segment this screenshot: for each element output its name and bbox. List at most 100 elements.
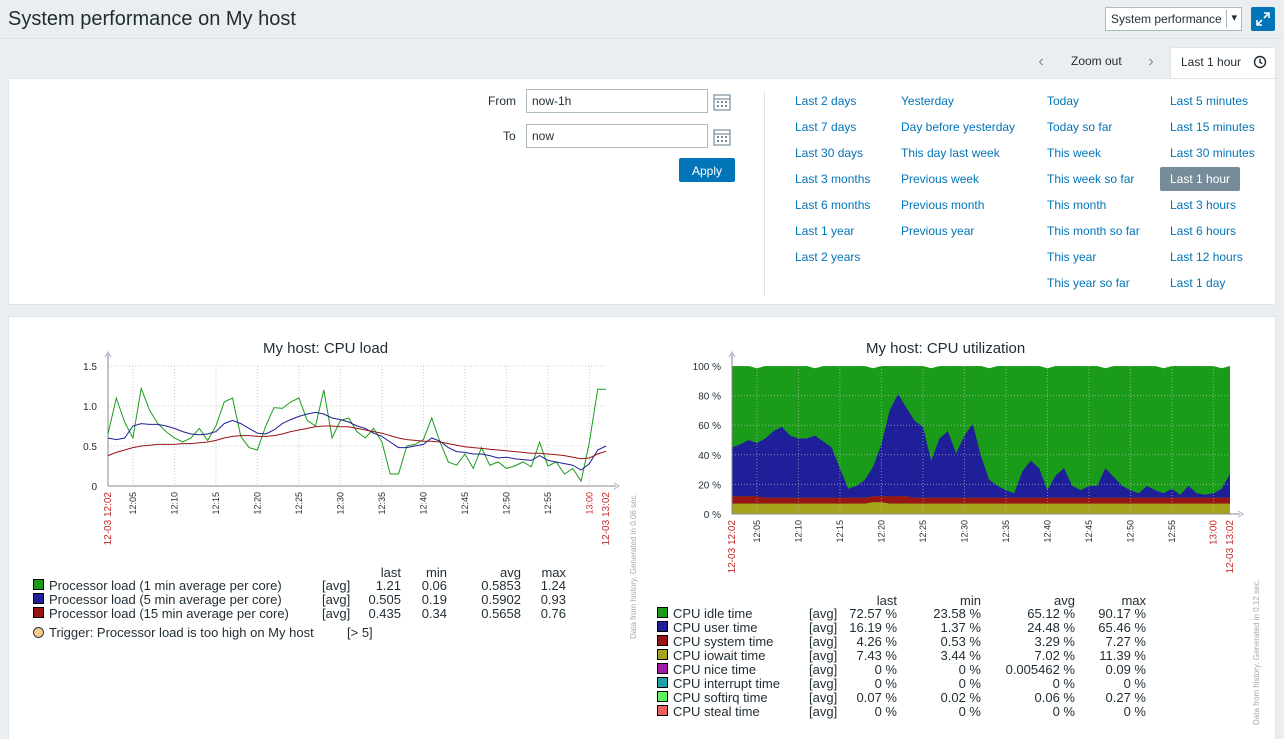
legend-swatch (33, 607, 44, 618)
quick-range-last-12-hours[interactable]: Last 12 hours (1170, 250, 1243, 264)
quick-range-today[interactable]: Today (1047, 94, 1080, 108)
legend-item-name: CPU softirq time (673, 690, 768, 705)
quick-range-this-month-so-far[interactable]: This month so far (1047, 224, 1140, 238)
fullscreen-button[interactable] (1251, 7, 1275, 31)
legend-value: 0.06 % (1034, 690, 1075, 705)
select-separator (1226, 10, 1227, 28)
legend-swatch (657, 621, 668, 632)
quick-range-this-year-so-far[interactable]: This year so far (1047, 276, 1130, 290)
legend-item-name: CPU system time (673, 634, 774, 649)
area-user (732, 394, 1230, 498)
quick-range-last-6-hours[interactable]: Last 6 hours (1170, 224, 1237, 238)
x-tick-label: 12:50 (501, 492, 511, 515)
filter-separator (764, 91, 765, 296)
x-tick-label: 12:05 (128, 492, 138, 515)
generation-note: Data from history. Generated in 0.12 sec… (1252, 579, 1261, 725)
legend-swatch (657, 677, 668, 688)
time-filter-panel: From now-1h To now Apply Last 2 days Last… (8, 78, 1276, 305)
quick-range-yesterday[interactable]: Yesterday (901, 94, 954, 108)
quick-range-day-before-yesterday[interactable]: Day before yesterday (901, 120, 1016, 134)
quick-range-last-30-minutes[interactable]: Last 30 minutes (1170, 146, 1255, 160)
x-tick-label: 12-03 13:02 (1225, 520, 1236, 574)
legend-swatch (657, 691, 668, 702)
area-iowait (732, 502, 1230, 514)
quick-range-last-2-days[interactable]: Last 2 days (795, 94, 857, 108)
calendar-icon[interactable] (712, 127, 732, 147)
legend-header: min (426, 565, 447, 580)
legend-header: avg (1054, 593, 1075, 608)
x-tick-label: 12:20 (876, 520, 886, 543)
legend-item-name: CPU user time (673, 620, 758, 635)
series-line-2 (107, 411, 607, 471)
y-tick-label: 0 % (704, 510, 721, 521)
legend-value: 0 % (958, 662, 981, 677)
quick-range-previous-month[interactable]: Previous month (901, 198, 985, 212)
quick-range-this-week[interactable]: This week (1047, 146, 1102, 160)
quick-range-last-15-minutes[interactable]: Last 15 minutes (1170, 120, 1255, 134)
quick-range-this-week-so-far[interactable]: This week so far (1047, 172, 1135, 186)
tab-time-period-label: Last 1 hour (1181, 55, 1242, 69)
quick-range-previous-week[interactable]: Previous week (901, 172, 980, 186)
legend-value: 0.34 (421, 606, 447, 621)
x-tick-label: 12-03 13:02 (601, 492, 612, 546)
y-axis-arrow (728, 351, 736, 358)
legend-value: 1.37 % (940, 620, 981, 635)
quick-range-this-day-last-week[interactable]: This day last week (901, 146, 1000, 160)
dashboard-page-select[interactable]: System performance ▾ (1105, 7, 1242, 31)
x-tick-label: 12:15 (835, 520, 845, 543)
y-tick-label: 100 % (693, 362, 721, 373)
quick-range-last-6-months[interactable]: Last 6 months (795, 198, 871, 212)
from-input[interactable]: now-1h (526, 89, 708, 113)
legend-value: 0.5853 (481, 578, 521, 593)
quick-range-this-year[interactable]: This year (1047, 250, 1097, 264)
legend-value: 0.435 (368, 606, 401, 621)
legend-value: 7.02 % (1034, 648, 1075, 663)
area-system (732, 496, 1230, 504)
x-tick-label: 12-03 12:02 (103, 492, 114, 546)
quick-range-last-1-hour[interactable]: Last 1 hour (1160, 167, 1241, 191)
apply-button[interactable]: Apply (679, 158, 735, 182)
quick-range-today-so-far[interactable]: Today so far (1047, 120, 1113, 134)
x-tick-label: 12:55 (1167, 520, 1177, 543)
quick-range-last-1-day[interactable]: Last 1 day (1170, 276, 1226, 290)
page-header: System performance on My host System per… (0, 0, 1284, 40)
quick-range-last-1-year[interactable]: Last 1 year (795, 224, 855, 238)
x-tick-label: 12-03 12:02 (727, 520, 738, 574)
cpu-load-chart-svg: 0 0.5 1.0 1.5 12-03 12:02 12:05 12:10 12:15 12:2… (83, 351, 620, 546)
quick-range-last-5-minutes[interactable]: Last 5 minutes (1170, 94, 1249, 108)
y-tick-label: 80 % (698, 392, 721, 403)
legend-header: max (541, 565, 566, 580)
chevron-left-icon[interactable]: ‹ (1038, 53, 1044, 70)
legend-value: 0 % (1052, 704, 1075, 719)
quick-range-previous-year[interactable]: Previous year (901, 224, 975, 238)
legend-value: 24.48 % (1027, 620, 1075, 635)
calendar-icon[interactable] (712, 92, 732, 112)
quick-range-last-7-days[interactable]: Last 7 days (795, 120, 857, 134)
legend-value: 0.76 (540, 606, 566, 621)
legend-value: 0 % (1052, 676, 1075, 691)
legend-header: last (876, 593, 897, 608)
legend-value: 0 % (874, 676, 897, 691)
x-tick-label: 12:10 (793, 520, 803, 543)
legend-header: avg (500, 565, 521, 580)
x-tick-label: 13:00 (1208, 520, 1219, 545)
tab-time-period[interactable]: Last 1 hour (1170, 47, 1276, 79)
quick-range-last-2-years[interactable]: Last 2 years (795, 250, 861, 264)
y-tick-label: 40 % (698, 451, 721, 462)
to-input[interactable]: now (526, 124, 708, 148)
legend-item-name: CPU interrupt time (673, 676, 780, 691)
legend-value: 0 % (958, 704, 981, 719)
y-axis-arrow (104, 351, 112, 358)
legend-header: max (1121, 593, 1146, 608)
quick-range-last-3-hours[interactable]: Last 3 hours (1170, 198, 1237, 212)
x-tick-label: 13:00 (584, 492, 594, 515)
legend-value: 0.09 % (1105, 662, 1146, 677)
x-tick-label: 12:55 (543, 492, 553, 515)
zoom-out-button[interactable]: Zoom out (1071, 54, 1122, 68)
quick-range-last-30-days[interactable]: Last 30 days (795, 146, 864, 160)
quick-range-this-month[interactable]: This month (1047, 198, 1107, 212)
quick-range-last-3-months[interactable]: Last 3 months (795, 172, 871, 186)
chevron-right-icon[interactable]: › (1148, 53, 1154, 70)
legend-func: [avg] (322, 578, 351, 593)
x-tick-label: 12:45 (1084, 520, 1094, 543)
